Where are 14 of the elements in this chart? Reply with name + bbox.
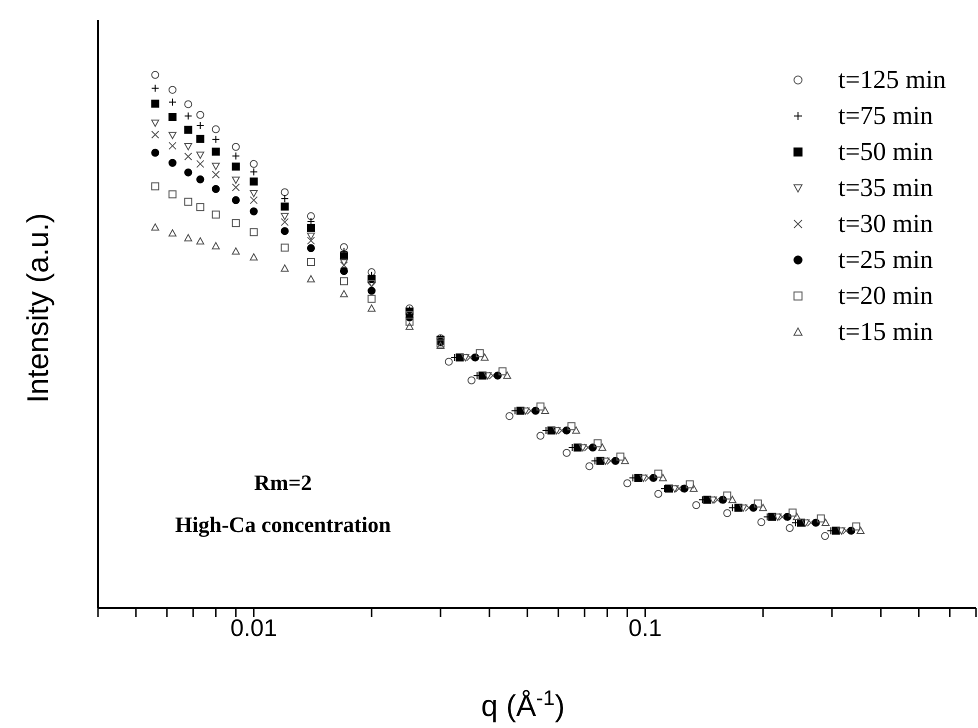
legend-label: t=20 min [838,281,933,311]
legend-label: t=75 min [838,101,933,131]
legend-label: t=15 min [838,317,933,347]
annotation: High-Ca concentration [174,512,392,538]
x-tick-label: 0.01 [230,615,278,642]
legend-label: t=50 min [838,137,933,167]
x-tick-label: 0.1 [628,615,662,642]
annotation: Rm=2 [253,470,313,496]
y-axis-title: Intensity (a.u.) [22,212,55,404]
legend-label: t=30 min [838,209,933,239]
x-axis-title: q (Å$^{-1}$) [481,686,565,723]
legend-label: t=125 min [838,65,946,95]
legend-label: t=35 min [838,173,933,203]
legend-label: t=25 min [838,245,933,275]
